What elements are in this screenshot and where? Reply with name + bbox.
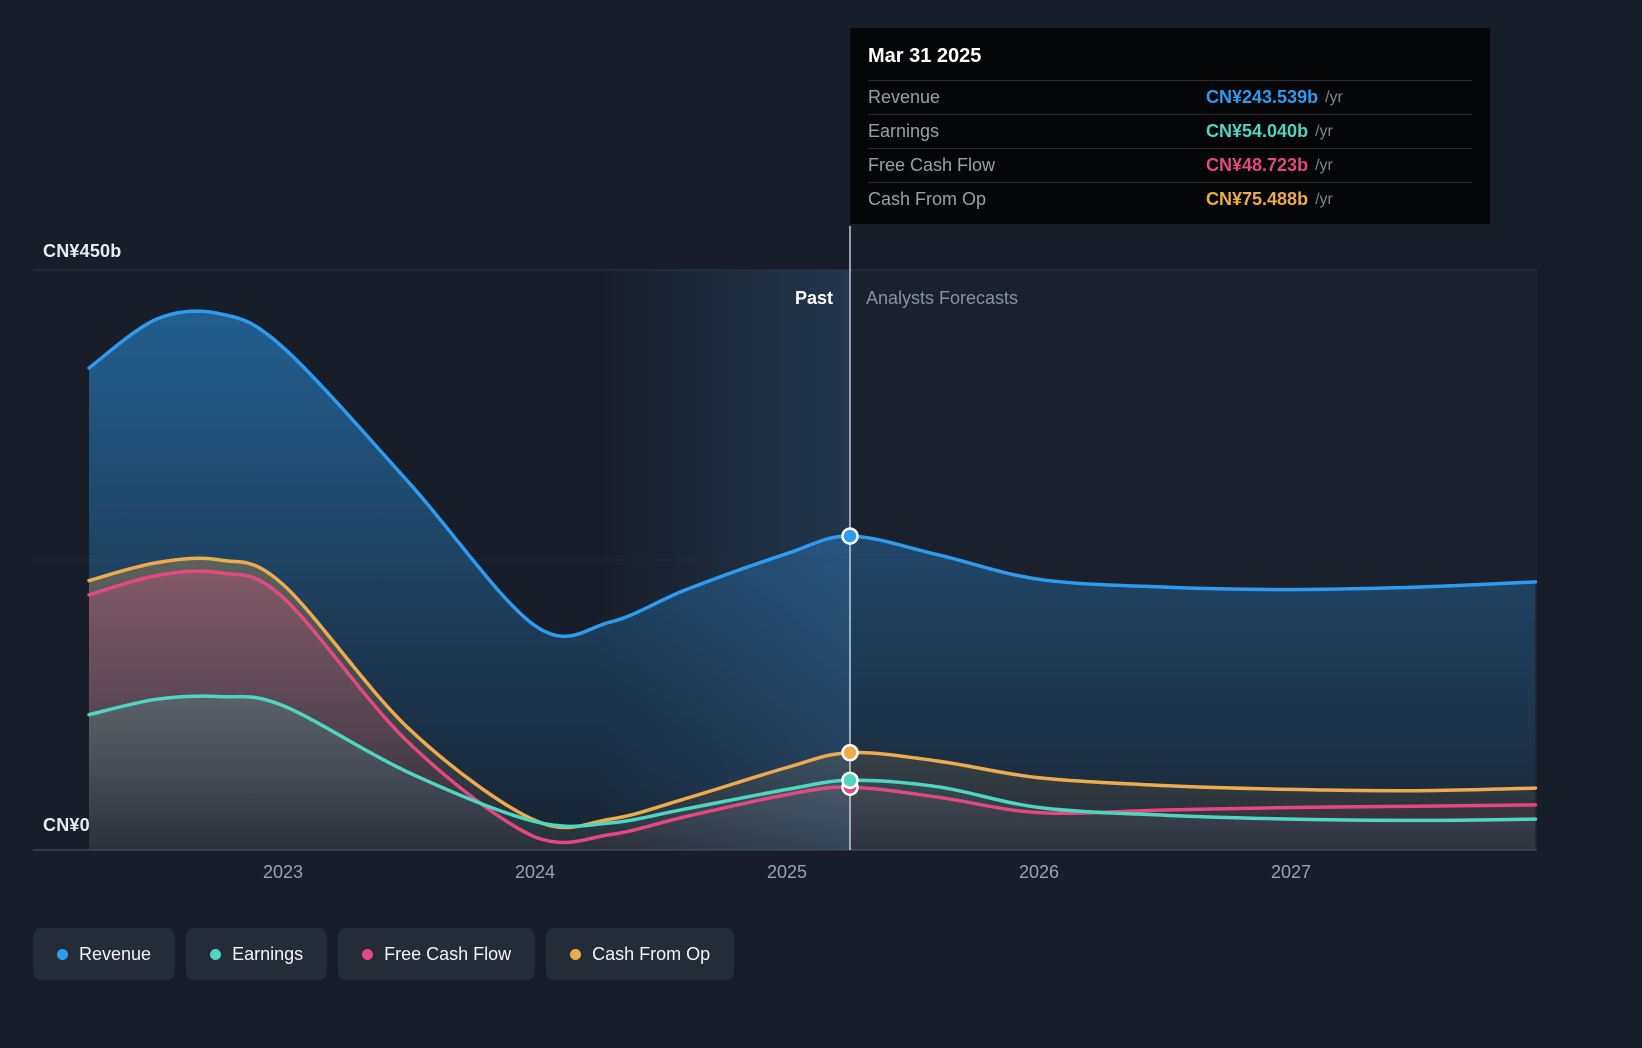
tooltip-row-revenue: Revenue CN¥243.539b/yr [868, 80, 1472, 114]
legend-item-free-cash-flow[interactable]: Free Cash Flow [338, 928, 536, 980]
legend-label: Free Cash Flow [384, 943, 512, 964]
tooltip-row-cash-from-op: Cash From Op CN¥75.488b/yr [868, 182, 1472, 216]
x-axis-label-2026: 2026 [1018, 862, 1060, 882]
forecast-section-label: Analysts Forecasts [866, 288, 1019, 308]
tooltip-rows: Revenue CN¥243.539b/yr Earnings CN¥54.040b /… [868, 80, 1472, 216]
x-axis-label-2025: 2025 [766, 862, 808, 882]
x-axis-label-2027: 2027 [1270, 862, 1312, 882]
tooltip-row-earnings: Earnings CN¥54.040b/yr [868, 114, 1472, 148]
legend-dot-icon [362, 948, 374, 960]
series-line-free-cash-flow [87, 569, 1538, 845]
marker-earnings [841, 771, 859, 790]
tooltip-metric-label: Cash From Op [868, 189, 987, 209]
chart-tooltip: Mar 31 2025 Revenue CN¥243.539b/yr Earning… [850, 28, 1490, 224]
y-axis-max-label: CN¥450b [43, 241, 122, 261]
x-axis-label-2023: 2023 [262, 862, 304, 882]
legend-item-earnings[interactable]: Earnings [186, 928, 328, 980]
legend-dot-icon [210, 948, 222, 960]
legend-dot-icon [57, 948, 68, 960]
legend-item-revenue[interactable]: Revenue [33, 928, 176, 980]
series-area-revenue [89, 311, 1536, 851]
tooltip-metric-value: CN¥48.723b [1206, 155, 1309, 175]
tooltip-metric-unit: /yr [1315, 122, 1333, 140]
series-area-earnings [89, 696, 1536, 850]
y-axis-min-label: CN¥0 [43, 815, 90, 835]
series-line-earnings [87, 694, 1538, 829]
series-line-cash-from-op [87, 556, 1538, 830]
tooltip-metric-value: CN¥243.539b [1206, 87, 1319, 107]
tooltip-metric-label: Earnings [868, 121, 940, 141]
tooltip-metric-label: Free Cash Flow [868, 155, 996, 175]
legend-dot-icon [570, 948, 582, 960]
marker-revenue [841, 527, 859, 545]
tooltip-metric-value: CN¥75.488b [1206, 189, 1309, 209]
x-axis-label-2024: 2024 [514, 862, 556, 882]
tooltip-metric-unit: /yr [1315, 190, 1333, 208]
tooltip-metric-label: Revenue [868, 87, 941, 107]
tooltip-row-free-cash-flow: Free Cash Flow CN¥48.723b/yr [868, 148, 1472, 182]
chart-legend: Revenue Earnings Free Cash Flow Cash From O… [33, 928, 735, 980]
legend-item-cash-from-op[interactable]: Cash From Op [546, 928, 735, 980]
tooltip-metric-unit: /yr [1315, 156, 1333, 174]
tooltip-metric-value: CN¥54.040b [1206, 121, 1309, 141]
x-axis: 2023 2024 2025 2026 2027 [0, 862, 1642, 886]
legend-label: Revenue [79, 943, 152, 964]
series-area-cash-from-op [89, 558, 1536, 850]
tooltip-metric-unit: /yr [1325, 88, 1343, 106]
marker-cash-from-op [841, 743, 859, 762]
past-section-label: Past [794, 288, 833, 308]
legend-label: Earnings [232, 943, 304, 964]
tooltip-date: Mar 31 2025 [868, 45, 982, 67]
series-line-revenue [87, 309, 1538, 638]
legend-label: Cash From Op [592, 943, 711, 964]
